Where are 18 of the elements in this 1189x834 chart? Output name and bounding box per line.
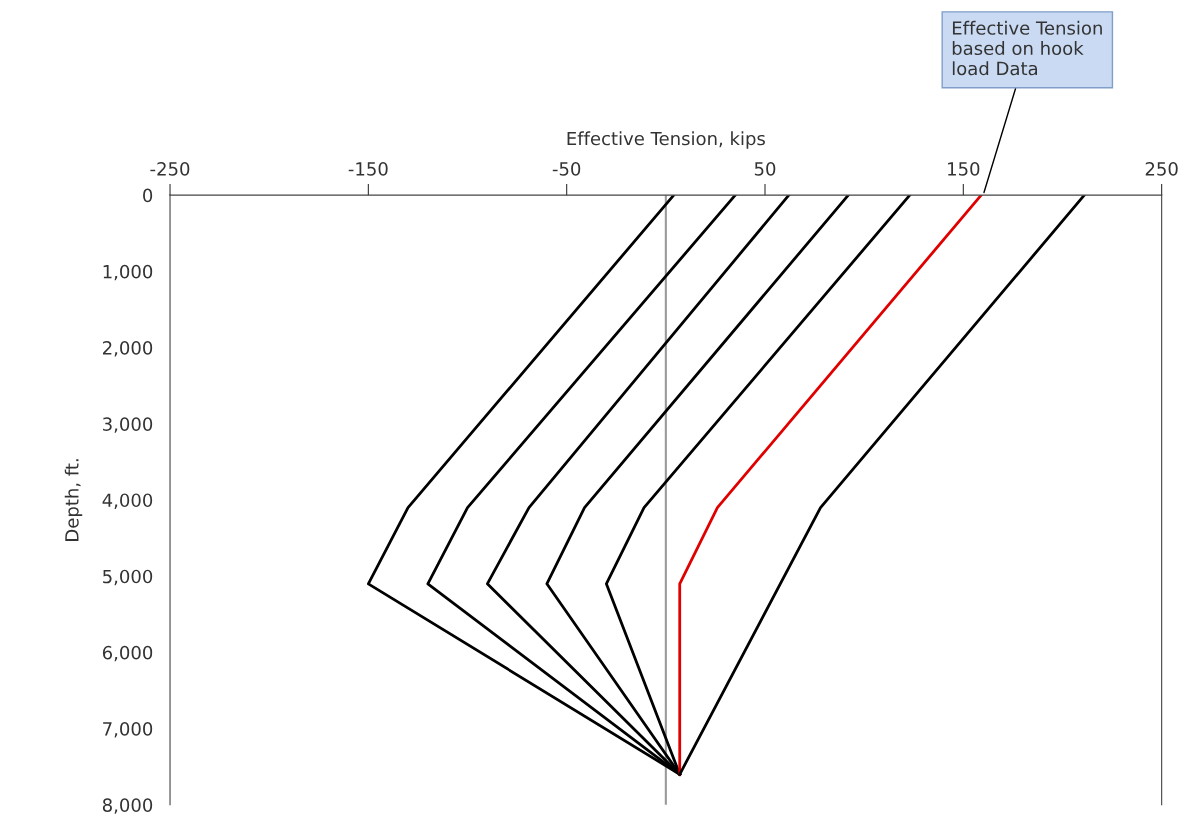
y-tick-label: 7,000 [103,722,153,738]
x-tick-label: 250 [1145,162,1178,176]
x-tick-label: -250 [150,162,190,176]
y-tick-label: 0 [143,188,153,203]
y-tick-label: 3,000 [103,417,153,433]
x-tick-label: -50 [552,162,581,176]
y-tick-label: 2,000 [102,341,153,357]
x-tick-label: 150 [948,162,980,176]
y-axis-title: Depth, ft. [64,459,83,541]
x-tick-label: 50 [754,162,776,176]
x-tick-label: -150 [348,162,388,176]
y-tick-label: 5,000 [103,569,153,586]
y-tick-label: 8,000 [102,798,153,814]
y-tick-label: 6,000 [102,645,153,662]
annotation: Effective Tension based on hook load Data [952,20,1102,76]
y-tick-label: 4,000 [102,493,153,509]
y-tick-label: 1,000 [103,264,153,281]
x-axis-title: Effective Tension, kips [567,131,765,149]
